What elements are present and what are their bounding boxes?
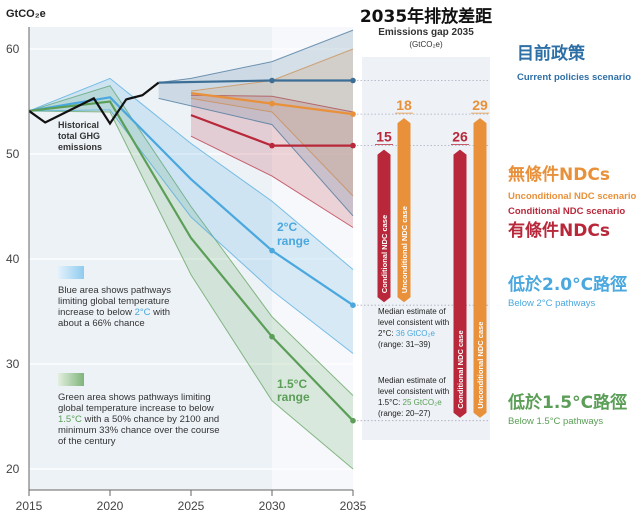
- unconditional-point: [350, 111, 356, 117]
- legend-green-swatch: [58, 373, 84, 386]
- x-tick-label: 2025: [178, 499, 205, 513]
- 15c-point: [350, 417, 356, 424]
- 2c-range-lower: [28, 109, 354, 354]
- conditional-en: Conditional NDC scenario: [508, 206, 625, 217]
- conditional-zh: 有條件NDCs: [508, 220, 610, 241]
- gap-value-label: 26: [452, 129, 468, 145]
- y-tick-label: 50: [6, 147, 20, 161]
- conditional-point: [350, 142, 356, 149]
- gap-value-label: 15: [376, 129, 392, 145]
- below-2c-en: Below 2°C pathways: [508, 298, 595, 309]
- 2c-range-upper: [28, 77, 354, 270]
- 2c-median-line: [28, 96, 354, 307]
- median-15c-note: Median estimate of level consistent with…: [378, 376, 451, 418]
- current-policies-zh: 目前政策: [517, 43, 586, 64]
- current-policies-en: Current policies scenario: [517, 72, 631, 83]
- gap-unit: (GtCO₂e): [409, 40, 443, 49]
- current-point: [350, 77, 356, 84]
- gap-bar: [453, 149, 467, 418]
- y-axis-label: GtCO₂e: [6, 8, 46, 20]
- gap-title-zh: 2035年排放差距: [360, 6, 492, 27]
- current-range-upper: [158, 29, 354, 84]
- y-tick-label: 40: [6, 252, 20, 266]
- 15c-range-band: [29, 85, 353, 469]
- 15c-point: [269, 333, 275, 340]
- 2c-range-band: [29, 78, 353, 354]
- 2c-point: [350, 302, 356, 309]
- unconditional-en: Unconditional NDC scenario: [508, 191, 636, 202]
- current-point: [269, 77, 275, 84]
- 15c-range-lower: [28, 110, 354, 470]
- 15c-range-upper: [28, 85, 354, 396]
- conditional-range-lower: [190, 135, 354, 228]
- y-tick-label: 30: [6, 357, 20, 371]
- gap-value-label: 18: [396, 97, 412, 113]
- gap-bar: [377, 149, 391, 303]
- legend-blue-swatch: [58, 266, 84, 279]
- gap-bar-label: Conditional NDC case: [380, 215, 389, 293]
- x-tick-label: 2020: [97, 499, 124, 513]
- historical-label: Historical total GHG emissions: [58, 120, 103, 152]
- below-15c-en: Below 1.5°C pathways: [508, 416, 603, 427]
- x-tick-label: 2015: [16, 499, 43, 513]
- gap-bar: [473, 118, 487, 418]
- gap-bar: [397, 118, 411, 303]
- unconditional-point: [269, 100, 275, 107]
- conditional-range-band: [191, 95, 353, 228]
- unconditional-zh: 無條件NDCs: [508, 164, 610, 185]
- gap-bar-label: Unconditional NDC case: [476, 322, 485, 409]
- x-tick-label: 2035: [340, 499, 367, 513]
- current-range-band: [158, 30, 353, 216]
- current-range-lower: [158, 97, 354, 217]
- gap-value-label: 29: [472, 97, 488, 113]
- unconditional-range-lower: [190, 97, 354, 197]
- historical-emissions-line: [28, 81, 160, 126]
- legend-green-text: Green area shows pathways limiting globa…: [58, 392, 222, 447]
- x-tick-label: 2030: [259, 499, 286, 513]
- gap-bar-label: Unconditional NDC case: [400, 206, 409, 293]
- y-tick-label: 60: [6, 42, 20, 56]
- 2c-point: [269, 247, 275, 254]
- gap-title-en: Emissions gap 2035: [378, 27, 474, 38]
- below-2c-zh: 低於2.0°C路徑: [507, 274, 627, 295]
- conditional-point: [269, 142, 275, 149]
- below-15c-zh: 低於1.5°C路徑: [507, 392, 627, 413]
- median-2c-note: Median estimate of level consistent with…: [378, 307, 451, 349]
- legend-blue-text: Blue area shows pathways limiting global…: [58, 285, 174, 329]
- 15c-range-label: 1.5°C range: [277, 377, 311, 404]
- y-tick-label: 20: [6, 462, 20, 476]
- gap-bar-label: Conditional NDC case: [456, 330, 465, 408]
- 2c-range-label: 2°C range: [277, 220, 310, 248]
